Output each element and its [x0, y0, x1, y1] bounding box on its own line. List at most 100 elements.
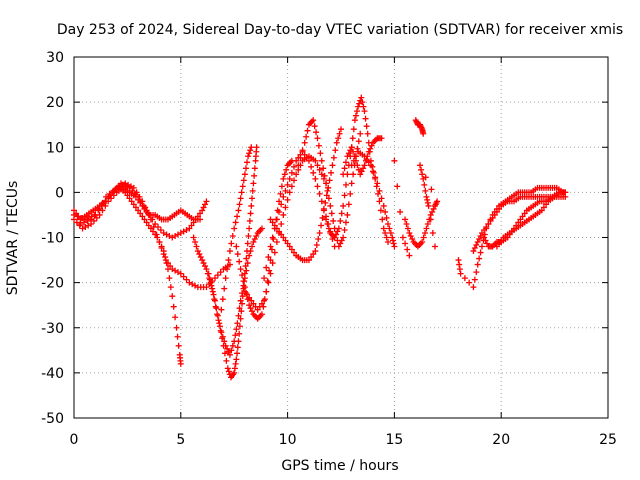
data-point — [424, 199, 431, 206]
data-point — [281, 171, 288, 178]
series-rise-one — [218, 144, 255, 313]
data-point — [481, 226, 488, 233]
data-point — [404, 225, 411, 232]
chart-title: Day 253 of 2024, Sidereal Day-to-day VTE… — [57, 22, 623, 38]
data-point — [344, 153, 351, 160]
data-point — [316, 229, 323, 236]
data-point — [214, 272, 221, 279]
data-point — [376, 198, 383, 205]
data-point — [397, 208, 404, 215]
data-point — [210, 291, 217, 298]
data-point — [418, 166, 425, 173]
data-point — [470, 248, 477, 255]
data-point — [190, 234, 197, 241]
data-point — [74, 213, 81, 220]
data-point — [391, 157, 398, 164]
data-point — [359, 99, 366, 106]
data-point — [543, 201, 550, 208]
data-point — [192, 216, 199, 223]
data-point — [244, 240, 251, 247]
data-point — [224, 365, 231, 372]
data-point — [423, 225, 430, 232]
data-point — [208, 282, 215, 289]
data-point — [249, 243, 255, 250]
data-point — [356, 100, 363, 107]
data-point — [312, 248, 319, 255]
data-point — [379, 216, 386, 223]
data-point — [225, 257, 232, 264]
data-point — [419, 171, 426, 178]
data-point — [150, 228, 157, 235]
data-point — [355, 138, 362, 145]
data-point — [365, 159, 372, 166]
data-point — [360, 165, 367, 172]
data-point — [314, 162, 321, 169]
data-point — [291, 177, 298, 184]
data-point — [342, 219, 349, 226]
data-point — [236, 201, 243, 208]
data-point — [461, 275, 468, 282]
data-point — [235, 312, 242, 319]
data-point — [282, 187, 289, 194]
data-point — [493, 243, 500, 250]
data-point — [338, 237, 345, 244]
data-point — [476, 236, 483, 243]
series-arc-early-a — [71, 184, 184, 367]
series-wave-a — [241, 153, 332, 313]
data-point — [406, 229, 413, 236]
data-point — [140, 202, 147, 209]
data-point — [422, 229, 429, 236]
data-point — [345, 150, 352, 157]
data-point — [365, 148, 372, 155]
data-point — [288, 183, 295, 190]
data-point — [265, 279, 272, 286]
data-point — [73, 219, 80, 226]
data-point — [271, 222, 278, 229]
data-point — [177, 270, 184, 277]
data-point — [271, 249, 278, 256]
data-point — [473, 242, 480, 249]
data-point — [331, 234, 338, 241]
data-point — [344, 211, 351, 218]
data-point — [211, 296, 218, 303]
data-point — [491, 211, 498, 218]
data-point — [202, 201, 209, 208]
data-point — [211, 275, 218, 282]
series-arc-early-d — [77, 180, 210, 241]
data-point — [419, 239, 426, 246]
data-point — [246, 217, 253, 224]
data-point — [347, 190, 354, 197]
data-point — [237, 266, 244, 273]
data-point — [88, 216, 95, 223]
data-point — [496, 240, 503, 247]
data-point — [263, 288, 270, 295]
y-axis-label: SDTVAR / TECUs — [5, 181, 21, 296]
series-wave-c — [267, 126, 344, 264]
data-point — [249, 187, 256, 194]
data-point — [312, 157, 319, 164]
y-tick-label: 20 — [46, 95, 64, 111]
data-point — [245, 153, 252, 160]
data-point — [253, 144, 260, 151]
data-point — [130, 201, 137, 208]
data-point — [345, 201, 352, 208]
data-point — [225, 368, 232, 375]
series-isolated — [391, 157, 413, 259]
data-point — [170, 303, 177, 310]
data-point — [110, 192, 117, 199]
data-point — [325, 195, 332, 202]
data-point — [175, 342, 182, 349]
data-point — [267, 270, 274, 277]
data-point — [207, 279, 214, 286]
data-point — [199, 257, 206, 264]
data-point — [384, 239, 391, 246]
data-point — [429, 208, 436, 215]
data-point — [143, 207, 150, 214]
data-point — [354, 108, 361, 115]
data-point — [399, 234, 406, 241]
data-point — [224, 345, 231, 352]
data-point — [251, 165, 258, 172]
data-point — [112, 186, 119, 193]
data-point — [386, 225, 393, 232]
data-point — [288, 246, 295, 253]
